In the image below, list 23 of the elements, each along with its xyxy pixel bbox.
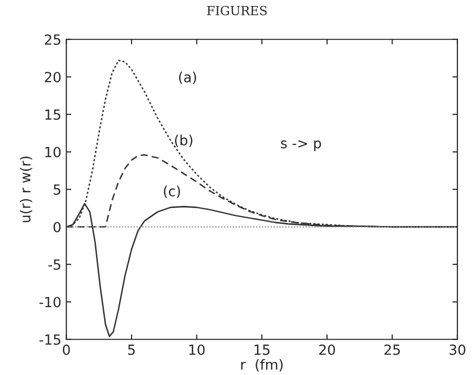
- y-tick-label: 0: [54, 222, 61, 232]
- x-tick-label: 25: [384, 344, 400, 355]
- annotation: (b): [175, 134, 192, 148]
- annotation: s -> p: [280, 140, 321, 152]
- x-tick-label: 30: [450, 344, 466, 355]
- x-tick-label: 20: [319, 344, 335, 355]
- y-tick-label: 5: [54, 184, 60, 195]
- y-tick-label: 25: [44, 34, 60, 45]
- annotation: (a): [179, 72, 196, 84]
- chart-title: FIGURES: [207, 6, 267, 16]
- y-tick-label: -10: [39, 296, 61, 308]
- y-tick-label: 15: [45, 110, 60, 120]
- x-tick-label: 15: [254, 344, 270, 355]
- x-tick-label: 5: [128, 344, 135, 355]
- y-tick-label: 20: [44, 72, 61, 82]
- y-tick-label: -15: [39, 334, 60, 345]
- y-axis-title: u(r) r w(r): [20, 156, 32, 222]
- x-tick-label: 0: [62, 344, 70, 355]
- y-tick-label: 10: [45, 146, 61, 158]
- y-tick-label: -5: [48, 260, 60, 270]
- x-tick-label: 10: [189, 344, 205, 355]
- annotation: (c): [164, 186, 180, 198]
- x-axis-title: r (fm): [241, 359, 283, 372]
